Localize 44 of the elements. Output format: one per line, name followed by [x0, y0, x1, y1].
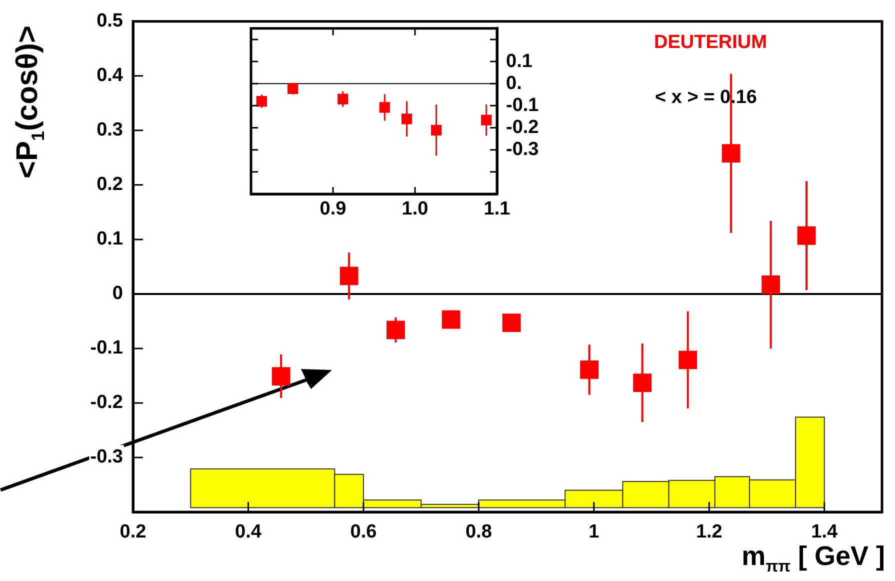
point: [762, 275, 780, 294]
point: [502, 314, 521, 332]
x-tick-label: 0.2: [120, 522, 146, 543]
x-tick-label: 1.4: [811, 522, 838, 543]
point: [401, 114, 412, 124]
point: [386, 320, 405, 340]
y-tick-label: -0.2: [506, 116, 539, 138]
point: [431, 124, 442, 136]
x-axis-title: m$_{ππ}$ [ GeV ]: [742, 540, 885, 578]
point: [272, 367, 290, 386]
y-tick-label: 0.: [506, 72, 522, 94]
y-tick-label: 0.1: [506, 50, 533, 72]
x-tick-label: 0.9: [320, 198, 346, 220]
y-tick-label: 0.5: [96, 10, 124, 32]
x-tick-label: 0.8: [465, 522, 492, 543]
point: [678, 350, 698, 370]
point: [442, 310, 460, 329]
x-tick-label: 1: [588, 522, 600, 543]
y-tick-label: 0.3: [96, 120, 123, 141]
point: [379, 102, 390, 113]
y-tick-label: -0.2: [90, 392, 123, 414]
y-tick-label: 0: [112, 283, 123, 304]
y-tick-label: -0.3: [506, 139, 539, 160]
x-tick-label: 1.0: [402, 198, 428, 220]
x-tick-label: 0.6: [350, 522, 377, 543]
annotation: DEUTERIUM: [654, 32, 767, 54]
point: [797, 226, 816, 245]
point: [338, 94, 348, 104]
point: [340, 266, 358, 286]
point: [256, 96, 267, 107]
point: [722, 144, 740, 163]
y-tick-label: -0.1: [506, 94, 540, 116]
point: [633, 374, 652, 392]
x-tick-label: 1.2: [696, 522, 722, 543]
y-tick-label: 0.1: [96, 228, 124, 250]
point: [580, 360, 599, 379]
y-tick-label: -0.3: [90, 446, 123, 468]
x-tick-label: 1.1: [484, 198, 511, 220]
y-tick-label: -0.1: [90, 338, 124, 359]
point: [288, 83, 298, 94]
y-tick-label: 0.2: [96, 174, 123, 196]
x-tick-label: 0.4: [235, 522, 262, 543]
y-tick-label: 0.4: [96, 65, 124, 86]
point: [481, 114, 492, 126]
